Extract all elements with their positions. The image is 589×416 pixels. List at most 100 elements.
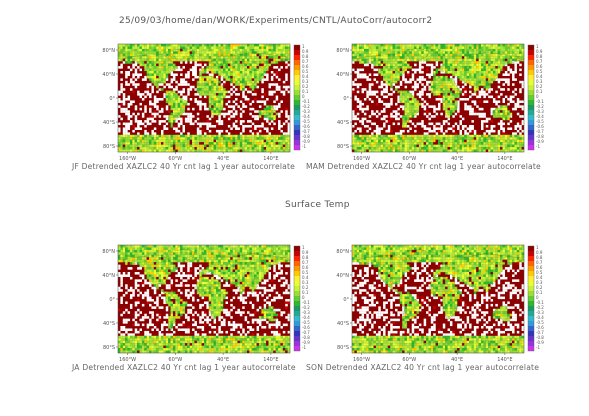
grid-cell [509, 58, 513, 62]
grid-cell [445, 68, 448, 72]
grid-cell [225, 61, 228, 64]
grid-cell [371, 137, 374, 140]
grid-cell [469, 71, 472, 74]
grid-cell [392, 58, 396, 62]
grid-cell [278, 139, 281, 143]
grid-cell [414, 115, 417, 118]
grid-cell [354, 44, 357, 47]
grid-cell [447, 102, 451, 106]
grid-cell [478, 144, 482, 148]
grid-cell [490, 78, 494, 81]
grid-cell [473, 112, 477, 116]
grid-cell [514, 132, 517, 135]
grid-cell [478, 63, 482, 67]
grid-cell [445, 53, 448, 57]
grid-cell [211, 247, 214, 250]
grid-cell [137, 46, 140, 49]
grid-cell [409, 149, 412, 153]
grid-cell [266, 68, 269, 72]
grid-cell [187, 117, 190, 121]
grid-cell [280, 110, 283, 113]
grid-cell [118, 46, 121, 49]
grid-cell [220, 102, 224, 106]
grid-cell [239, 66, 243, 69]
grid-cell [352, 117, 355, 121]
grid-cell [368, 90, 372, 94]
grid-cell [435, 142, 439, 145]
grid-cell [285, 142, 288, 145]
grid-cell [478, 83, 482, 86]
grid-cell [488, 95, 491, 99]
grid-cell [416, 102, 419, 106]
grid-cell [270, 58, 274, 62]
grid-cell [263, 112, 267, 116]
grid-cell [363, 61, 367, 64]
grid-cell [519, 149, 522, 153]
grid-cell [380, 66, 384, 69]
grid-cell [177, 110, 181, 113]
grid-cell [399, 68, 403, 72]
grid-cell [275, 53, 279, 57]
grid-cell [199, 105, 202, 108]
grid-cell [481, 122, 484, 126]
grid-cell [361, 53, 365, 57]
grid-cell [421, 53, 424, 57]
grid-cell [397, 95, 400, 99]
grid-cell [194, 46, 197, 49]
grid-cell [285, 44, 288, 47]
grid-cell [478, 139, 482, 143]
grid-cell [177, 46, 181, 49]
colorbar-swatch [294, 50, 300, 55]
grid-cell [261, 48, 264, 52]
grid-cell [165, 252, 169, 255]
colorbar-label: 1 [536, 44, 539, 49]
grid-cell [383, 90, 386, 94]
grid-cell [256, 78, 260, 81]
grid-cell [254, 93, 257, 96]
grid-cell [356, 98, 360, 101]
grid-cell [275, 88, 279, 91]
grid-cell [177, 48, 181, 52]
grid-cell [270, 257, 274, 260]
grid-cell [402, 44, 405, 47]
colorbar-label: 0.1 [536, 89, 543, 94]
grid-cell [151, 90, 154, 94]
grid-cell [263, 149, 267, 153]
grid-cell [287, 247, 291, 250]
grid-cell [201, 245, 205, 248]
grid-cell [235, 257, 238, 260]
grid-cell [125, 149, 128, 153]
grid-cell [208, 107, 212, 111]
grid-cell [452, 129, 455, 133]
grid-cell [223, 245, 226, 248]
grid-cell [452, 44, 455, 47]
grid-cell [497, 63, 501, 67]
grid-cell [280, 254, 283, 258]
grid-cell [242, 75, 245, 79]
grid-cell [163, 66, 166, 69]
grid-cell [242, 149, 245, 153]
grid-cell [144, 105, 147, 108]
grid-cell [244, 95, 248, 99]
grid-cell [230, 46, 233, 49]
grid-cell [151, 149, 154, 153]
grid-cell [519, 147, 522, 150]
grid-cell [220, 105, 224, 108]
grid-cell [392, 115, 396, 118]
grid-cell [251, 127, 255, 130]
grid-cell [378, 46, 381, 49]
grid-cell [368, 78, 372, 81]
grid-cell [440, 75, 443, 79]
grid-cell [395, 63, 398, 67]
grid-cell [156, 249, 159, 253]
grid-cell [170, 80, 174, 84]
grid-cell [380, 93, 384, 96]
grid-cell [414, 125, 417, 128]
grid-cell [402, 98, 405, 101]
grid-cell [180, 144, 183, 148]
grid-cell [201, 51, 205, 54]
grid-cell [163, 61, 166, 64]
grid-cell [194, 56, 197, 59]
grid-cell [149, 142, 152, 145]
